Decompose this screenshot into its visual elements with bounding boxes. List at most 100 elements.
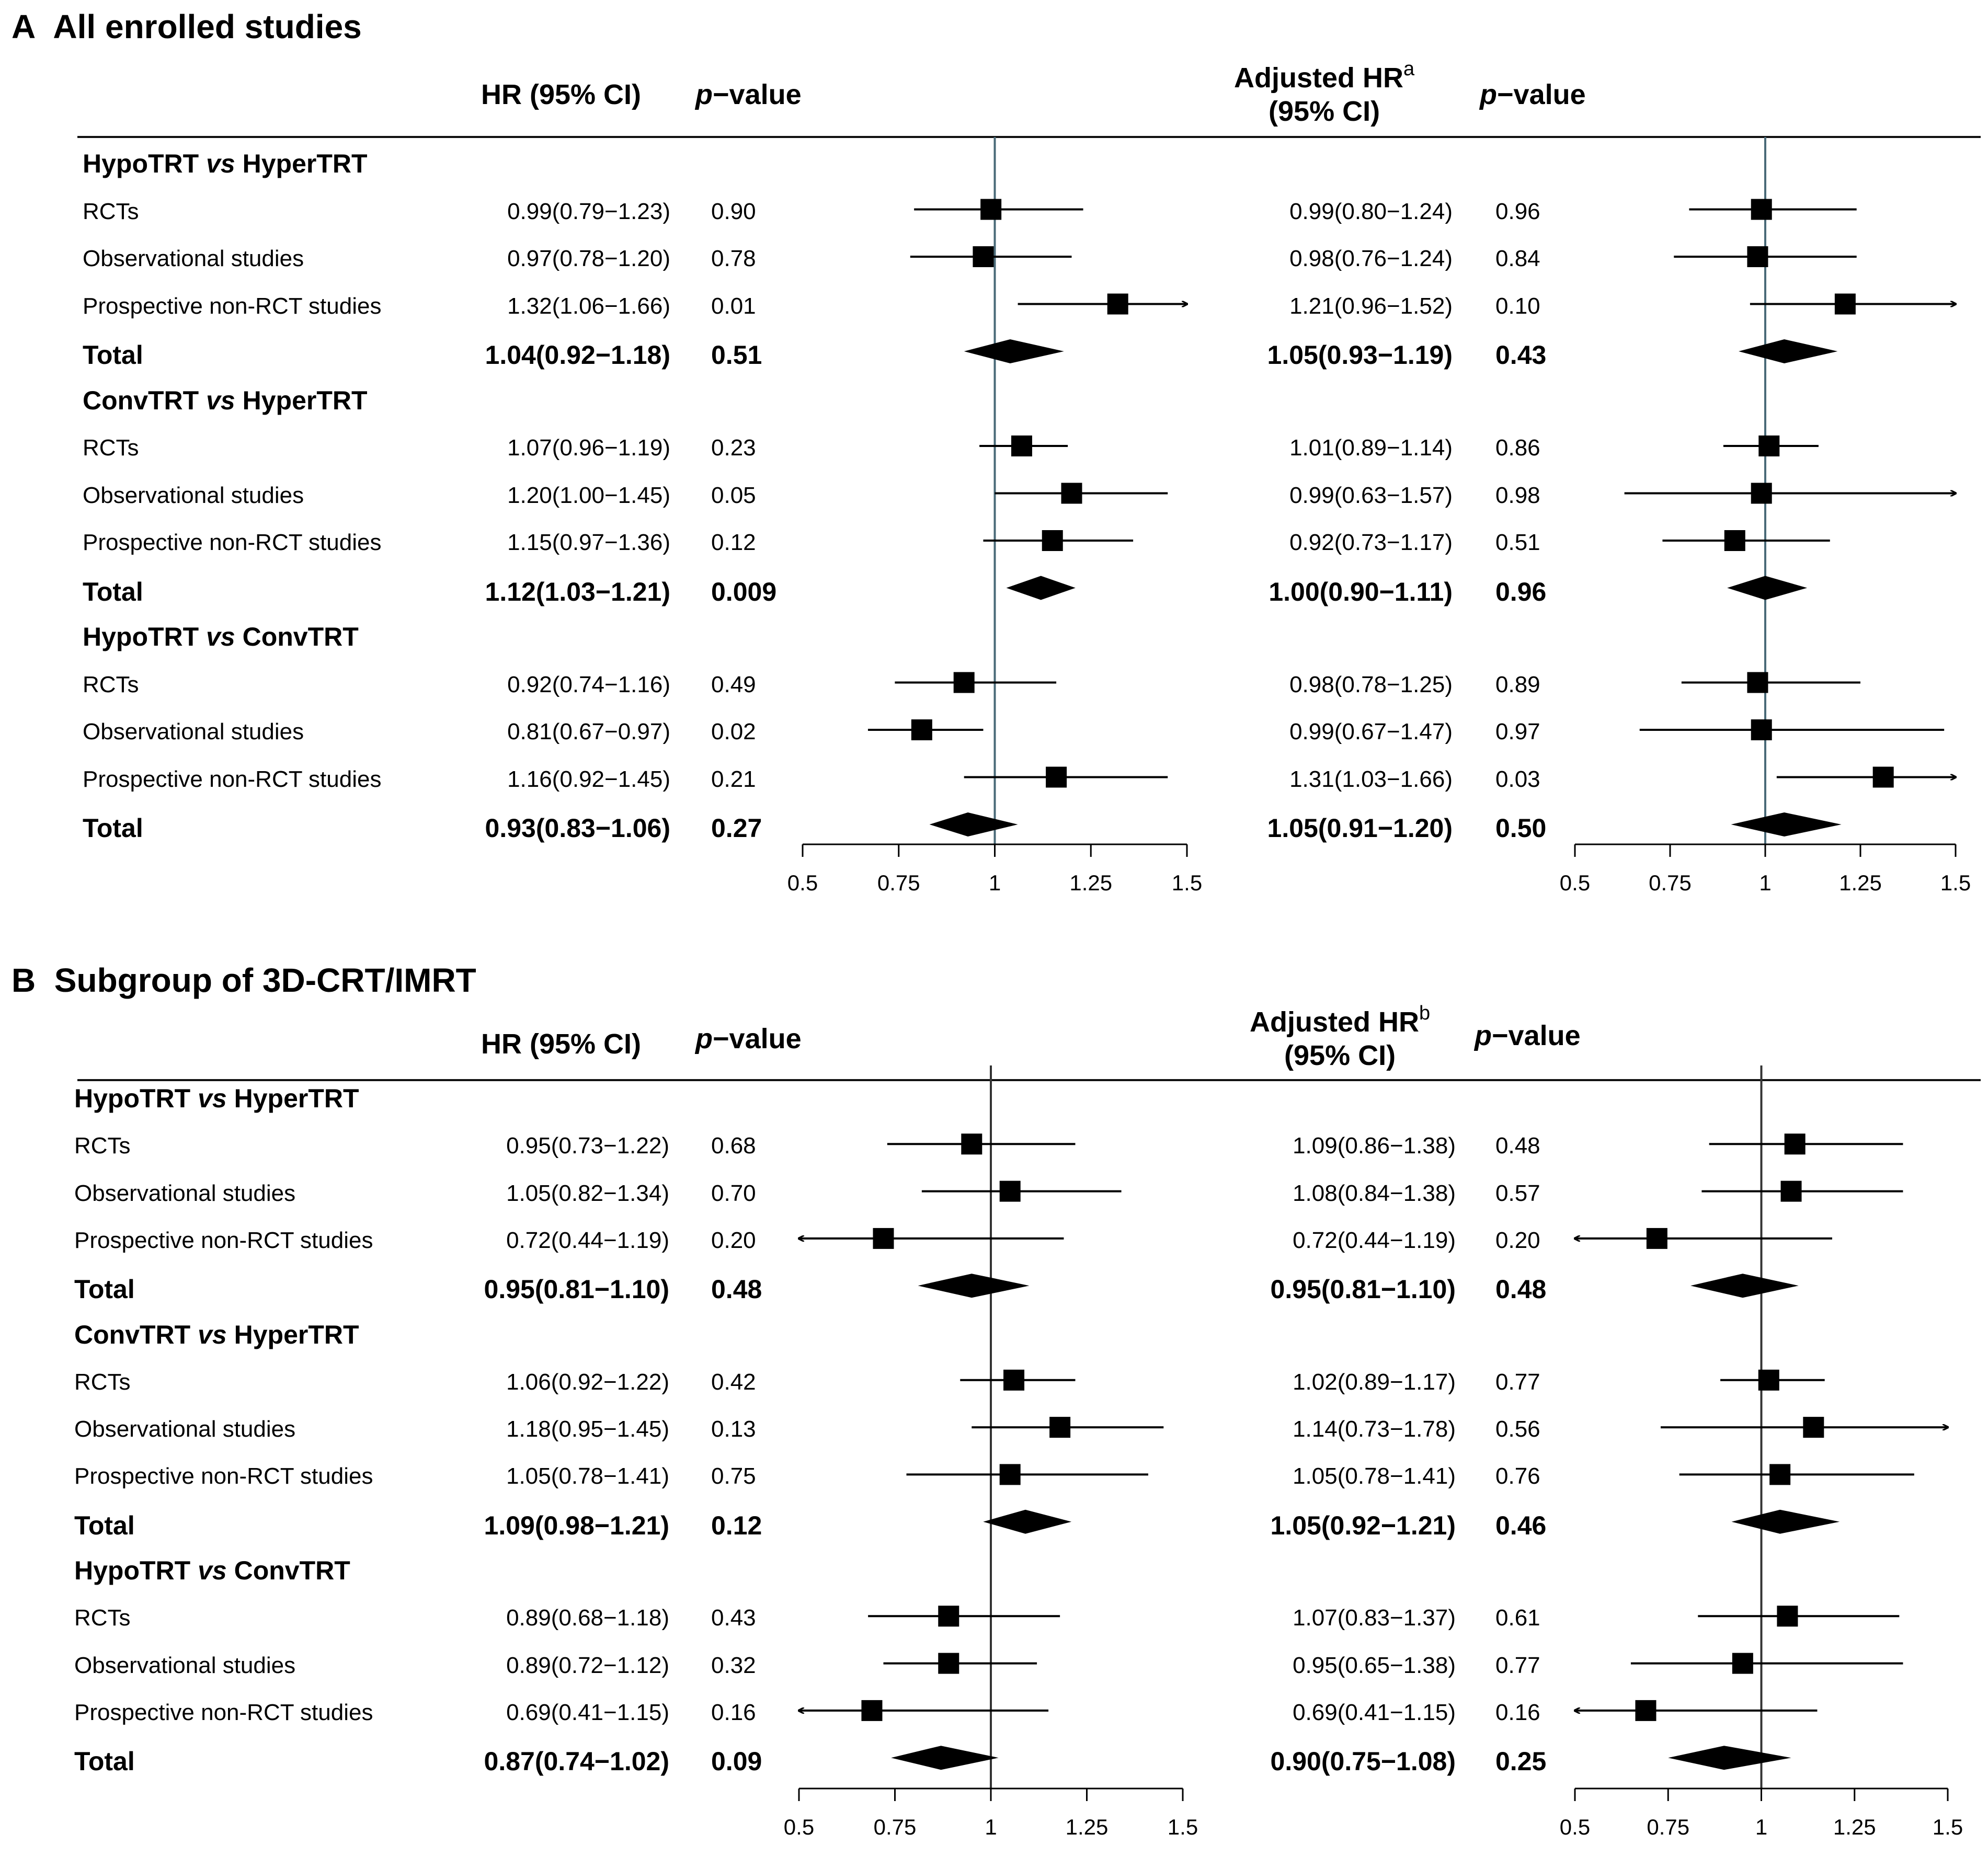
panel-a-group-2-total-adj-pvalue: 0.50 bbox=[1495, 813, 1547, 843]
panel-a-group-2-row-0-hr-ci: 0.92(0.74−1.16) bbox=[507, 671, 670, 697]
panel-b-group-0-row-0-adj-hr-ci: 1.09(0.86−1.38) bbox=[1293, 1133, 1456, 1159]
panel-b-unadjusted-group-2-row-2-point-estimate bbox=[861, 1700, 883, 1721]
panel-a-group-0-total-hr-ci: 1.04(0.92−1.18) bbox=[485, 340, 670, 370]
panel-a-adjusted-tick-label-4: 1.5 bbox=[1940, 870, 1971, 895]
panel-a-unadjusted-group-0-row-2-point-estimate bbox=[1107, 293, 1128, 315]
panel-b-group-2-row-0-pvalue: 0.43 bbox=[711, 1605, 756, 1631]
panel-a-adjusted-hr-header: Adjusted HRa (95% CI) bbox=[1234, 58, 1415, 127]
panel-b-pvalue-header: p−value bbox=[695, 1023, 802, 1054]
panel-b-group-2-row-1-adj-hr-ci: 0.95(0.65−1.38) bbox=[1293, 1652, 1456, 1678]
panel-a-group-0-row-0-hr-ci: 0.99(0.79−1.23) bbox=[507, 198, 670, 224]
panel-a-group-1-row-1-adj-hr-ci: 0.99(0.63−1.57) bbox=[1289, 482, 1453, 508]
panel-a-group-2-row-0-label: RCTs bbox=[83, 671, 139, 697]
panel-a-adjusted-tick-label-2: 1 bbox=[1759, 870, 1771, 895]
panel-b-group-1-row-2-adj-pvalue: 0.76 bbox=[1495, 1463, 1540, 1489]
panel-a-group-1-row-1-label: Observational studies bbox=[83, 482, 304, 508]
panel-a-unadjusted-tick-label-3: 1.25 bbox=[1069, 870, 1112, 895]
panel-a-unadjusted-group-1-row-2-point-estimate bbox=[1042, 530, 1063, 551]
panel-b-group-1-row-1-adj-pvalue: 0.56 bbox=[1495, 1416, 1540, 1442]
panel-b-group-2-total-pvalue: 0.09 bbox=[711, 1747, 762, 1776]
panel-a-group-2-total-label: Total bbox=[83, 813, 143, 843]
panel-a-unadjusted-group-2-row-1-point-estimate bbox=[911, 719, 932, 740]
panel-a-adjusted-group-0-total-diamond bbox=[1739, 339, 1838, 363]
panel-b-group-1-row-0-adj-hr-ci: 1.02(0.89−1.17) bbox=[1293, 1369, 1456, 1395]
panel-b-group-0-row-0-adj-pvalue: 0.48 bbox=[1495, 1133, 1540, 1159]
panel-b-group-2-total-adj-pvalue: 0.25 bbox=[1495, 1747, 1547, 1776]
panel-b-group-2-total-hr-ci: 0.87(0.74−1.02) bbox=[484, 1747, 669, 1776]
panel-a-group-1-total-adj-hr-ci: 1.00(0.90−1.11) bbox=[1269, 577, 1453, 606]
panel-b-group-0-row-2-hr-ci: 0.72(0.44−1.19) bbox=[506, 1227, 669, 1253]
panel-b-unadjusted-tick-label-3: 1.25 bbox=[1066, 1815, 1109, 1839]
panel-a-group-2-row-0-adj-hr-ci: 0.98(0.78−1.25) bbox=[1289, 671, 1453, 697]
panel-a-letter: A bbox=[12, 8, 36, 45]
panel-a-group-2-row-2-pvalue: 0.21 bbox=[711, 766, 756, 792]
panel-b-group-1-row-0-label: RCTs bbox=[74, 1369, 131, 1395]
panel-b-title-text: Subgroup of 3D-CRT/IMRT bbox=[54, 961, 476, 999]
panel-b-group-1-total-label: Total bbox=[74, 1510, 135, 1540]
panel-b-adjusted-group-2-row-0-point-estimate bbox=[1777, 1606, 1798, 1627]
panel-a-group-2-row-0-adj-pvalue: 0.89 bbox=[1495, 671, 1540, 697]
panel-b-group-0-row-1-adj-hr-ci: 1.08(0.84−1.38) bbox=[1293, 1180, 1456, 1206]
panel-a-title: A All enrolled studies bbox=[12, 7, 362, 46]
panel-b-letter: B bbox=[12, 961, 36, 999]
panel-b-group-2-row-0-adj-pvalue: 0.61 bbox=[1495, 1605, 1540, 1631]
panel-b-adjusted-group-0-row-0-point-estimate bbox=[1784, 1133, 1806, 1155]
panel-b-group-2-row-1-pvalue: 0.32 bbox=[711, 1652, 756, 1678]
panel-a-group-0-row-2-pvalue: 0.01 bbox=[711, 293, 756, 319]
panel-b-group-0-heading: HypoTRT vs HyperTRT bbox=[74, 1084, 359, 1113]
panel-b-group-0-row-0-label: RCTs bbox=[74, 1133, 131, 1159]
panel-b-group-0-total-adj-pvalue: 0.48 bbox=[1495, 1275, 1547, 1304]
panel-a-group-0-row-2-adj-pvalue: 0.10 bbox=[1495, 293, 1540, 319]
panel-b-group-0-row-0-hr-ci: 0.95(0.73−1.22) bbox=[506, 1133, 669, 1159]
panel-a-group-1-row-0-pvalue: 0.23 bbox=[711, 435, 756, 461]
panel-b-unadjusted-group-2-row-1-point-estimate bbox=[938, 1653, 959, 1674]
panel-b-group-1-row-1-label: Observational studies bbox=[74, 1416, 296, 1442]
panel-a-group-2-row-1-adj-hr-ci: 0.99(0.67−1.47) bbox=[1289, 719, 1453, 744]
panel-b-group-1-row-2-hr-ci: 1.05(0.78−1.41) bbox=[506, 1463, 669, 1489]
panel-a-group-0-total-pvalue: 0.51 bbox=[711, 340, 762, 370]
panel-b-group-0-row-1-adj-pvalue: 0.57 bbox=[1495, 1180, 1540, 1206]
panel-a-group-1-row-1-pvalue: 0.05 bbox=[711, 482, 756, 508]
panel-b-group-1-total-pvalue: 0.12 bbox=[711, 1510, 762, 1540]
panel-a-adjusted-group-0-row-2-point-estimate bbox=[1834, 293, 1856, 315]
panel-b-forest-plot-adjusted: 0.5 0.75 1 1.25 1.5 bbox=[1560, 1065, 1963, 1839]
panel-a-group-1-row-1-adj-pvalue: 0.98 bbox=[1495, 482, 1540, 508]
panel-b-group-2-row-1-label: Observational studies bbox=[74, 1652, 296, 1678]
panel-b-group-1-row-2-adj-hr-ci: 1.05(0.78−1.41) bbox=[1293, 1463, 1456, 1489]
panel-a-forest-plot-adjusted: 0.5 0.75 1 1.25 1.5 bbox=[1560, 137, 1971, 895]
panel-a-group-1-total-adj-pvalue: 0.96 bbox=[1495, 577, 1547, 606]
panel-a-unadjusted-group-0-row-0-point-estimate bbox=[980, 199, 1002, 220]
panel-a-group-1-row-2-adj-pvalue: 0.51 bbox=[1495, 530, 1540, 555]
panel-b-group-0-total-adj-hr-ci: 0.95(0.81−1.10) bbox=[1270, 1275, 1456, 1304]
panel-b-group-0-row-1-hr-ci: 1.05(0.82−1.34) bbox=[506, 1180, 669, 1206]
panel-b-group-2-row-2-pvalue: 0.16 bbox=[711, 1699, 756, 1725]
panel-a-group-2-row-1-adj-pvalue: 0.97 bbox=[1495, 719, 1540, 744]
panel-b-adjusted-group-1-row-0-point-estimate bbox=[1758, 1369, 1779, 1391]
panel-a-unadjusted-group-0-row-1-point-estimate bbox=[973, 246, 994, 267]
panel-b-group-1-row-0-adj-pvalue: 0.77 bbox=[1495, 1369, 1540, 1395]
panel-b-group-1-row-1-pvalue: 0.13 bbox=[711, 1416, 756, 1442]
panel-a-hr-header: HR (95% CI) bbox=[481, 79, 642, 110]
panel-a-adjusted-group-2-row-2-point-estimate bbox=[1872, 766, 1894, 788]
panel-a-group-0-total-adj-pvalue: 0.43 bbox=[1495, 340, 1547, 370]
panel-a-forest-plot-unadjusted: 0.5 0.75 1 1.25 1.5 bbox=[787, 137, 1202, 895]
panel-a-group-2-total-pvalue: 0.27 bbox=[711, 813, 762, 843]
panel-b-adjusted-group-2-row-2-point-estimate bbox=[1635, 1700, 1656, 1721]
panel-a-group-2-row-2-label: Prospective non-RCT studies bbox=[83, 766, 382, 792]
panel-b-unadjusted-group-1-row-2-point-estimate bbox=[999, 1464, 1021, 1485]
panel-a-adjusted-group-0-row-0-point-estimate bbox=[1751, 199, 1772, 220]
panel-a-unadjusted-tick-label-1: 0.75 bbox=[877, 870, 920, 895]
panel-a-unadjusted-group-1-row-0-point-estimate bbox=[1011, 435, 1032, 456]
panel-a-group-1-row-2-adj-hr-ci: 0.92(0.73−1.17) bbox=[1289, 530, 1453, 555]
panel-a-unadjusted-group-2-row-2-point-estimate bbox=[1046, 766, 1067, 788]
panel-b-group-1-row-1-hr-ci: 1.18(0.95−1.45) bbox=[506, 1416, 669, 1442]
panel-b-adjusted-group-1-row-2-point-estimate bbox=[1769, 1464, 1791, 1485]
panel-a-unadjusted-tick-label-2: 1 bbox=[989, 870, 1001, 895]
panel-b-unadjusted-tick-label-4: 1.5 bbox=[1168, 1815, 1198, 1839]
panel-a-adjusted-tick-label-0: 0.5 bbox=[1560, 870, 1590, 895]
panel-a-adjusted-group-2-row-0-point-estimate bbox=[1747, 672, 1768, 693]
panel-b-unadjusted-tick-label-1: 0.75 bbox=[874, 1815, 917, 1839]
panel-a-group-0-row-1-label: Observational studies bbox=[83, 246, 304, 271]
panel-a-group-0-row-1-adj-hr-ci: 0.98(0.76−1.24) bbox=[1289, 246, 1453, 271]
panel-a-pvalue-header: p−value bbox=[695, 79, 802, 110]
